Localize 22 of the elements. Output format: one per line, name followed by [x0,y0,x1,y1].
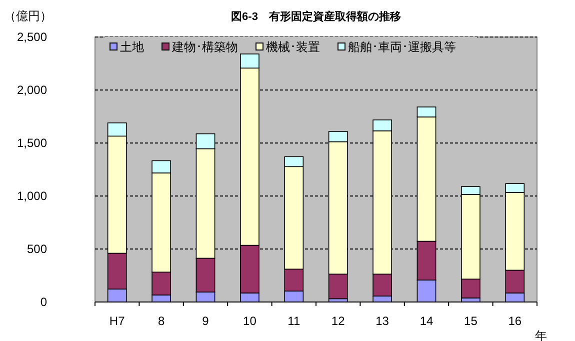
legend-label: 船舶･車両･運搬具等 [348,40,456,54]
x-tick-label: 8 [158,314,165,328]
x-tick-label: 12 [331,314,346,328]
x-tick-label: 15 [464,314,478,328]
chart-title: 図6-3 有形固定資産取得額の推移 [231,10,401,23]
x-tick-label: 10 [243,314,257,328]
x-tick-label: 11 [288,314,300,328]
x-tick-label: H7 [109,314,126,328]
x-tick-label: 16 [508,314,522,328]
y-tick-label: 2,000 [16,83,48,97]
y-tick-label: 1,500 [16,136,48,150]
y-tick-label: 2,500 [16,30,48,44]
y-tick-label: 500 [26,242,48,256]
legend-label: 建物･構築物 [171,40,238,54]
x-tick-label: 14 [420,314,434,328]
x-tick-label: 9 [202,314,210,328]
y-tick-label: 1,000 [16,189,48,203]
legend-label: 土地 [120,40,144,54]
x-tick-label: 13 [376,314,390,328]
y-axis-title: （億円） [4,9,52,23]
legend-label: 機械･装置 [266,40,320,54]
y-tick-label: 0 [40,295,48,309]
